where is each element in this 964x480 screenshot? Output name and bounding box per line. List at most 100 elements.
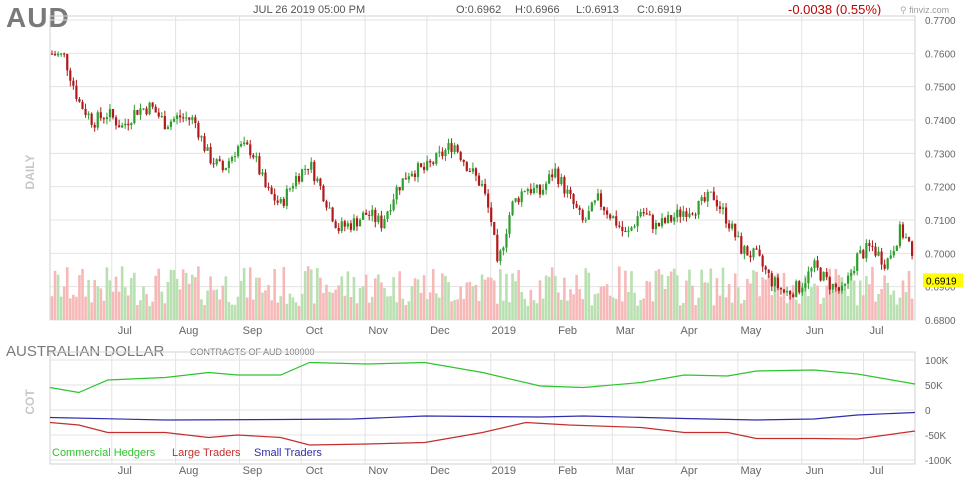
candle-body [160,115,163,117]
candle-body [691,213,694,215]
candle-body [358,219,362,227]
volume-bar [602,286,606,320]
candle-body [307,168,310,170]
cot-y-tick-label: 0 [925,406,931,417]
cot-series-line-1 [49,361,916,394]
magnifier-icon: ⚲ [900,5,907,15]
brand-logo[interactable]: ⚲ finviz.com [900,5,949,16]
volume-bar [660,274,664,320]
volume-bar [154,275,157,320]
volume-bar [230,304,234,320]
volume-bar [477,301,481,320]
candle-body [243,142,246,145]
volume-bar [331,292,334,320]
volume-bar [666,275,670,320]
volume-bar [663,288,667,320]
candle-body [175,115,179,119]
volume-bar [578,289,581,320]
candle-body [593,200,596,203]
candle-body [746,246,749,256]
candle-body [880,251,883,265]
candle-body [487,193,490,208]
volume-bar [679,305,682,320]
volume-bar [453,300,456,320]
candle-body [831,283,834,290]
candle-body [819,267,822,281]
volume-bar [904,292,908,320]
candle-body [639,212,642,217]
volume-bar [160,291,164,320]
volume-bar [169,269,173,320]
volume-bar [749,283,752,320]
candle-body [624,231,627,233]
candle-body [904,237,908,239]
volume-bar [355,303,359,320]
volume-bar [605,284,609,320]
candle-body [395,187,398,200]
volume-bar [322,292,325,320]
candle-body [755,248,758,250]
close-value: C:0.6919 [637,4,682,16]
volume-bar [221,285,225,320]
candle-body [212,163,215,165]
volume-bar [535,303,539,320]
volume-bar [120,266,124,320]
volume-bar [407,301,411,320]
candle-body [240,144,243,147]
volume-bar [831,291,835,320]
volume-bar [288,293,292,320]
volume-bar [874,301,877,320]
candle-body [221,161,224,171]
volume-bar [252,299,255,320]
cot-y-tick-label: -50K [925,431,946,442]
volume-bar [93,280,96,320]
volume-bar [413,278,417,320]
volume-bar [587,272,591,320]
candle-body [352,218,356,230]
cot-side-label: COT [23,389,37,415]
volume-bar [645,280,649,320]
volume-bar [703,282,706,320]
volume-bar [621,301,624,320]
candle-body [868,243,871,246]
volume-bar [50,296,54,320]
candle-body [453,145,456,153]
candle-body [795,281,798,297]
volume-bar [721,267,725,320]
volume-bar [279,296,283,320]
candle-body [66,54,69,71]
volume-bar [340,276,344,320]
volume-bar [532,300,536,320]
volume-bar [627,292,630,320]
volume-bar [755,271,758,320]
price-x-tick-label: Nov [368,325,388,337]
volume-bar [624,270,627,320]
volume-bar [529,289,533,320]
cot-series-line-2 [49,421,916,446]
volume-bar [291,297,295,320]
candle-body [145,108,148,115]
candle-body [264,172,267,188]
candle-body [468,171,471,173]
volume-bar [209,276,212,320]
candle-body [859,250,862,254]
volume-bar [90,302,93,320]
volume-bar [825,285,828,320]
candle-body [779,287,783,290]
candle-body [450,143,453,153]
candle-body [72,80,75,86]
cot-series-line-3 [49,411,916,421]
volume-bar [270,300,273,320]
candle-body [462,159,465,163]
candle-body [75,85,78,100]
price-x-tick-label: Jun [806,325,824,337]
candle-body [157,112,160,117]
volume-bar [187,283,191,320]
candle-body [169,121,173,127]
volume-bar [459,286,462,320]
candle-body [435,152,438,164]
candle-body [179,115,182,118]
candle-body [285,188,288,206]
volume-bar [218,299,222,320]
